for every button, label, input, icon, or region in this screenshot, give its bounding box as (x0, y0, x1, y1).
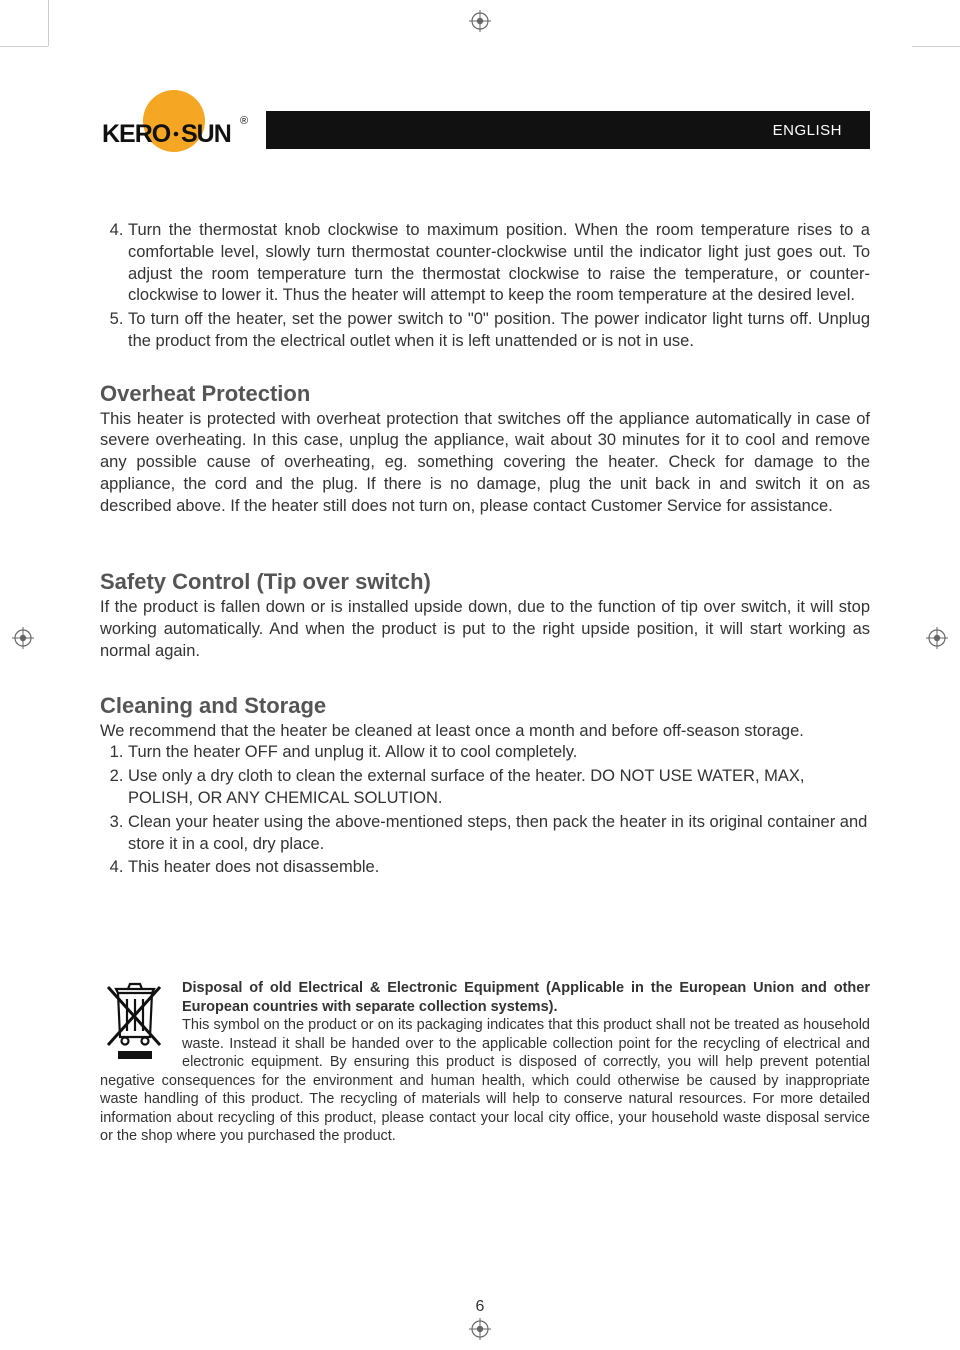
cleaning-item: This heater does not disassemble. (128, 857, 870, 879)
section-body-safety: If the product is fallen down or is inst… (100, 597, 870, 662)
disposal-block: Disposal of old Electrical & Electronic … (100, 979, 870, 1146)
instruction-item: To turn off the heater, set the power sw… (128, 309, 870, 353)
brand-logo: KERO SUN ® (100, 90, 250, 170)
crop-mark (48, 0, 49, 46)
section-title-overheat: Overheat Protection (100, 381, 870, 407)
language-label: ENGLISH (773, 122, 842, 139)
cleaning-list: Turn the heater OFF and unplug it. Allow… (100, 742, 870, 879)
section-body-overheat: This heater is protected with overheat p… (100, 409, 870, 518)
registration-mark-icon (469, 10, 491, 32)
cleaning-item: Use only a dry cloth to clean the extern… (128, 766, 870, 810)
svg-text:KERO: KERO (102, 120, 171, 148)
section-title-safety: Safety Control (Tip over switch) (100, 569, 870, 595)
registration-mark-icon (12, 627, 34, 649)
content-area: KERO SUN ® ENGLISH Turn the thermostat k… (100, 90, 870, 1280)
registration-mark-icon (926, 627, 948, 649)
page-number: 6 (0, 1298, 960, 1316)
disposal-title: Disposal of old Electrical & Electronic … (182, 980, 870, 1015)
cleaning-item: Turn the heater OFF and unplug it. Allow… (128, 742, 870, 764)
cleaning-intro: We recommend that the heater be cleaned … (100, 721, 870, 743)
cleaning-item: Clean your heater using the above-mentio… (128, 812, 870, 856)
instruction-item: Turn the thermostat knob clockwise to ma… (128, 220, 870, 307)
instruction-list-continued: Turn the thermostat knob clockwise to ma… (100, 220, 870, 353)
svg-text:SUN: SUN (181, 120, 231, 148)
disposal-body: This symbol on the product or on its pac… (100, 1017, 870, 1144)
header: KERO SUN ® ENGLISH (100, 90, 870, 170)
crop-mark (912, 46, 960, 47)
page: KERO SUN ® ENGLISH Turn the thermostat k… (0, 0, 960, 1350)
section-title-cleaning: Cleaning and Storage (100, 693, 870, 719)
language-bar: ENGLISH (266, 111, 870, 149)
svg-text:®: ® (240, 115, 248, 127)
crop-mark (0, 46, 48, 47)
registration-mark-icon (469, 1318, 491, 1340)
weee-bin-icon (100, 979, 170, 1064)
